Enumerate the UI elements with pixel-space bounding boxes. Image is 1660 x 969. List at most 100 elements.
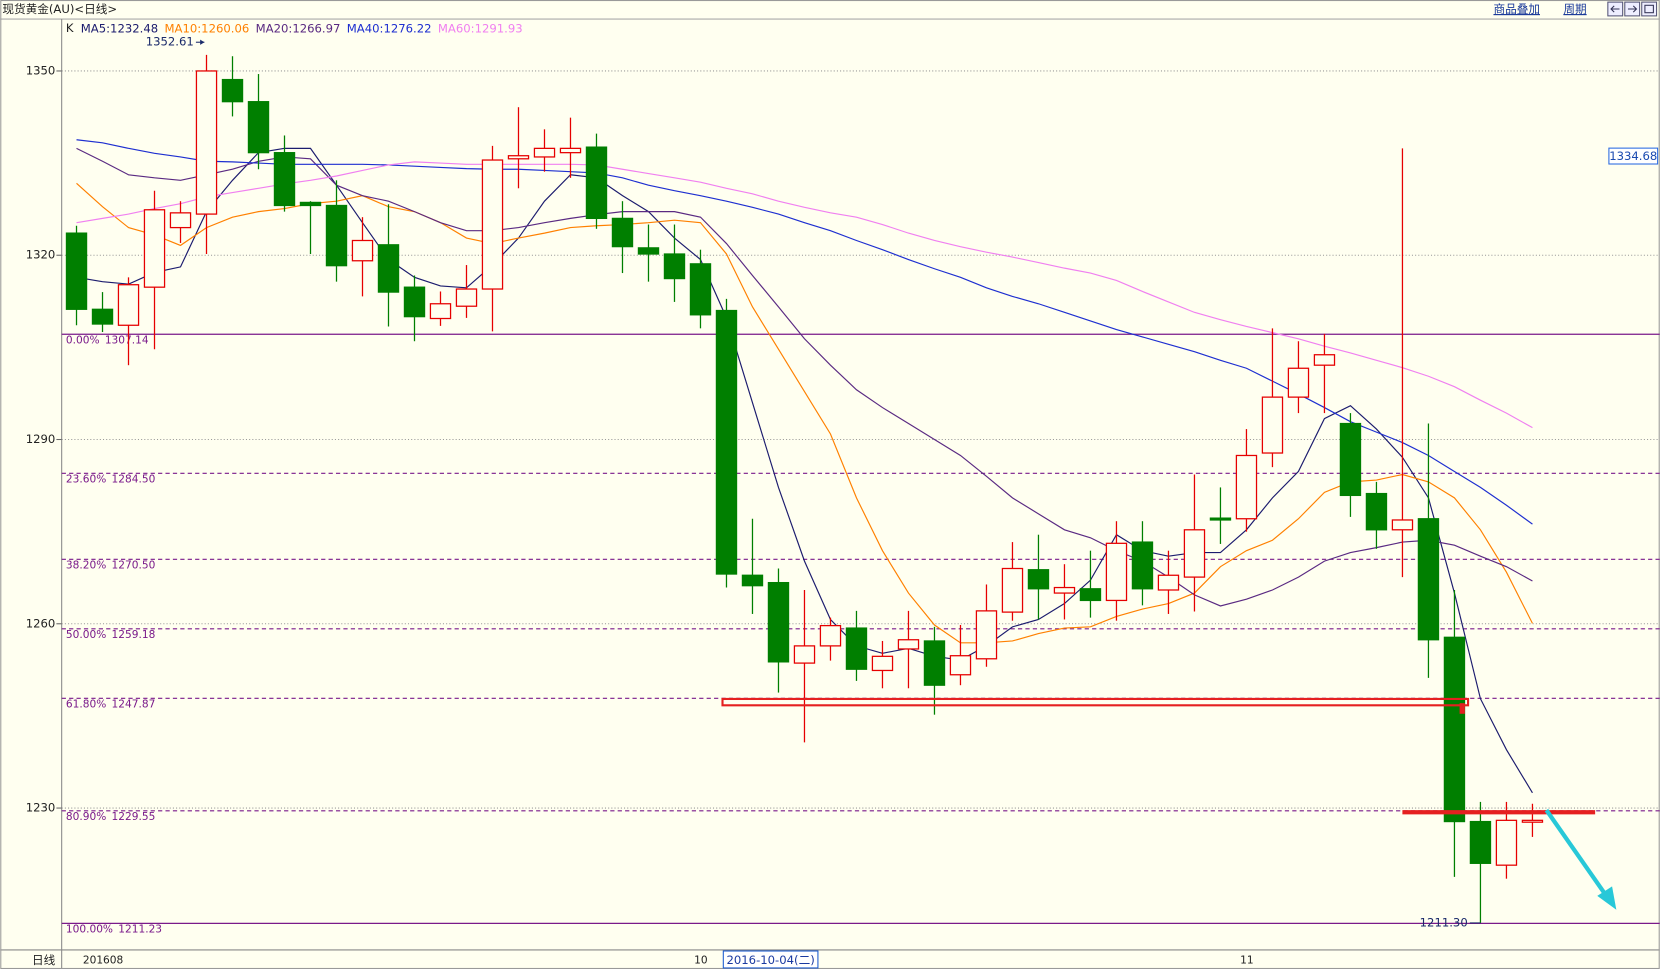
fib-ratio: 38.20% bbox=[66, 560, 106, 572]
candle-body bbox=[1417, 518, 1440, 641]
drawn-arrow bbox=[1544, 808, 1610, 900]
window-title: 现货黄金(AU)<日线> bbox=[2, 2, 117, 16]
top-bar bbox=[0, 0, 1660, 20]
candle-body bbox=[1495, 819, 1518, 866]
candle-body bbox=[871, 655, 894, 672]
candle-body bbox=[247, 101, 270, 154]
candle-body bbox=[741, 574, 764, 587]
drawn-box bbox=[721, 697, 1470, 707]
legend-separator: : bbox=[106, 21, 110, 35]
candle-body bbox=[1027, 569, 1050, 590]
low-label: 1211.30 bbox=[1420, 915, 1468, 929]
fib-ratio: 100.00% bbox=[66, 924, 113, 936]
candle-body bbox=[195, 70, 218, 215]
candle-body bbox=[403, 286, 426, 318]
y-tick-label: 1350 bbox=[26, 63, 56, 77]
candle-body bbox=[949, 655, 972, 676]
legend-value: 1276.22 bbox=[383, 21, 431, 35]
candle-body bbox=[1235, 454, 1258, 520]
maximize-button[interactable] bbox=[1641, 1, 1658, 17]
user-drawings bbox=[721, 697, 1617, 910]
candle-body bbox=[585, 146, 608, 220]
drawn-box-handle bbox=[1459, 703, 1465, 714]
legend-value: 1260.06 bbox=[201, 21, 249, 35]
candle-body bbox=[1131, 541, 1154, 590]
candle-body bbox=[923, 640, 946, 686]
candle-body bbox=[1001, 567, 1024, 613]
legend-separator: : bbox=[471, 21, 475, 35]
fib-ratio: 61.80% bbox=[66, 699, 106, 711]
candle-body bbox=[325, 204, 348, 267]
candle-body bbox=[1339, 422, 1362, 497]
candle-body bbox=[689, 263, 712, 316]
legend-entry: MA60:1291.93 bbox=[438, 21, 523, 35]
high-pointer-head bbox=[200, 39, 205, 45]
candle-body bbox=[1391, 519, 1414, 531]
legend-name: MA40 bbox=[347, 21, 380, 35]
legend-entry: MA20:1266.97 bbox=[256, 21, 341, 35]
candle-body bbox=[1053, 586, 1076, 594]
candle-body bbox=[533, 147, 556, 158]
fib-ratio: 50.00% bbox=[66, 629, 106, 641]
ma-line bbox=[76, 147, 1533, 794]
candle-body bbox=[975, 610, 998, 660]
candle-body bbox=[767, 581, 790, 663]
candle-body bbox=[221, 78, 244, 103]
period-label: 日线 bbox=[32, 953, 56, 967]
candle-body bbox=[611, 217, 634, 248]
candle-body bbox=[897, 639, 920, 650]
price-tag: 1334.68 bbox=[1609, 149, 1657, 163]
candle-body bbox=[1183, 529, 1206, 578]
candle-body bbox=[1313, 354, 1336, 366]
candle-body bbox=[637, 247, 660, 255]
y-tick-label: 1230 bbox=[26, 801, 56, 815]
fib-price: 1247.87 bbox=[112, 699, 156, 711]
legend-name: MA10 bbox=[164, 21, 197, 35]
candle-body bbox=[845, 627, 868, 670]
candle-body bbox=[1521, 819, 1544, 823]
candle-body bbox=[1443, 636, 1466, 823]
overlay-button[interactable]: 商品叠加 bbox=[1493, 2, 1540, 16]
x-tick-label: 201608 bbox=[83, 955, 123, 967]
window-controls bbox=[1607, 1, 1658, 17]
legend-name: MA20 bbox=[256, 21, 289, 35]
x-tick-label: 10 bbox=[694, 955, 708, 967]
candle-body bbox=[1105, 542, 1128, 602]
high-label: 1352.61 bbox=[146, 35, 194, 49]
candle-body bbox=[1209, 517, 1232, 521]
plot-area: 0.00% 1307.14 23.60% 1284.50 38.20% 1270.50 50… bbox=[61, 54, 1660, 936]
candle-body bbox=[819, 624, 842, 647]
candle-body bbox=[299, 201, 322, 207]
legend-entry: MA10:1260.06 bbox=[164, 21, 249, 35]
drawn-arrowhead bbox=[1597, 886, 1617, 910]
candle-body bbox=[1365, 492, 1388, 531]
legend-entry: MA40:1276.22 bbox=[347, 21, 432, 35]
fib-ratio: 80.90% bbox=[66, 811, 106, 823]
candle-body bbox=[481, 159, 504, 290]
candle-body bbox=[455, 288, 478, 307]
cursor-date: 2016-10-04(二) bbox=[726, 953, 814, 967]
fib-price: 1211.23 bbox=[118, 924, 162, 936]
candle-body bbox=[1287, 367, 1310, 398]
candle-body bbox=[507, 155, 530, 160]
candle-body bbox=[65, 232, 88, 310]
legend-value: 1232.48 bbox=[110, 21, 158, 35]
x-tick-label: 11 bbox=[1240, 955, 1253, 967]
legend-separator: : bbox=[288, 21, 292, 35]
candle-body bbox=[663, 253, 686, 280]
period-button[interactable]: 周期 bbox=[1563, 2, 1586, 16]
candle-body bbox=[351, 239, 374, 262]
y-tick-label: 1290 bbox=[26, 432, 56, 446]
candle-body bbox=[1157, 574, 1180, 591]
candle-body bbox=[117, 284, 140, 326]
fib-price: 1229.55 bbox=[112, 811, 156, 823]
legend-entry: MA5:1232.48 bbox=[81, 21, 158, 35]
fib-price: 1270.50 bbox=[112, 560, 156, 572]
ma-line bbox=[76, 161, 1533, 429]
candle-body bbox=[1469, 820, 1492, 864]
candle-body bbox=[273, 152, 296, 207]
candle-body bbox=[715, 309, 738, 575]
